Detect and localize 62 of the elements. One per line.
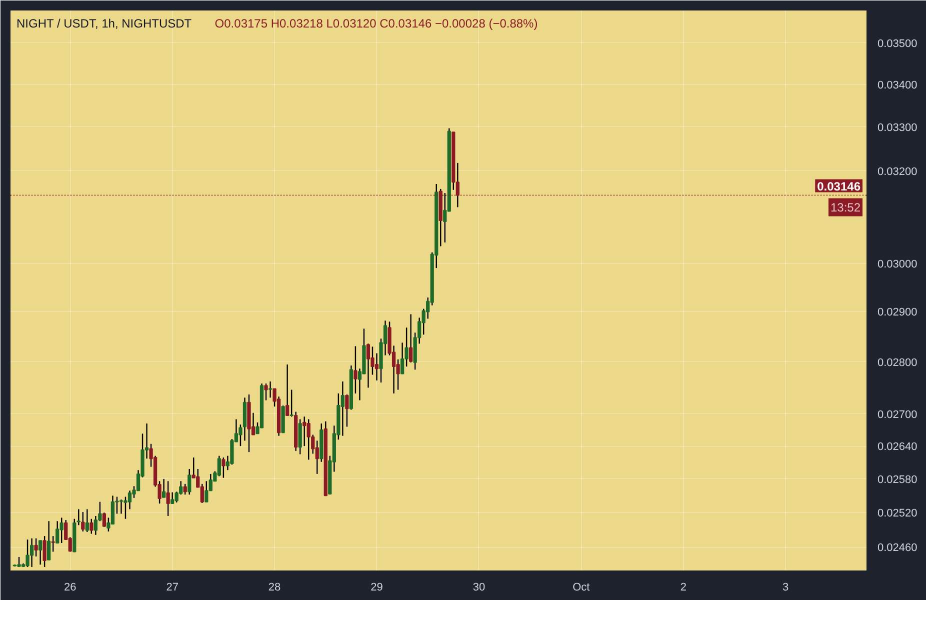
y-tick-label: 0.02700 [878,408,918,421]
candlestick [374,352,379,382]
candlestick [290,389,294,418]
candlestick [264,382,268,401]
x-tick-label: Oct [572,582,590,594]
candlestick [188,468,192,496]
candlestick [38,540,42,566]
candlestick [400,342,404,374]
candlestick [285,364,290,416]
candlestick [47,520,51,561]
candlestick [315,440,319,475]
candlestick [306,418,310,460]
candlestick [60,517,64,544]
x-tick-label: 2 [680,582,686,594]
x-tick-label: 27 [166,582,178,594]
candlestick [34,538,38,557]
x-tick-label: 28 [268,582,281,594]
candlestick [162,478,166,498]
candlestick [298,418,302,455]
candlestick [302,416,306,447]
candlestick [183,483,187,496]
candlestick [409,314,413,364]
candlestick [340,380,344,436]
y-tick-label: 0.02900 [878,306,918,319]
y-tick-label: 0.03000 [878,258,918,270]
x-tick-label: 30 [472,582,486,594]
candlestick [76,508,80,526]
y-tick-label: 0.03400 [878,79,918,92]
candlestick [124,496,128,520]
candlestick [128,490,132,510]
candlestick [90,518,94,534]
candlestick [51,535,55,552]
text: O0.03175 H0.03218 L0.03120 C0.03146 −0.00028 (−0.88%) [214,16,538,30]
candlestick [268,380,272,398]
candlestick [110,495,115,525]
y-tick-label: 0.03200 [878,166,918,178]
candlestick [81,511,85,532]
candlestick [26,538,30,568]
y-tick-label: 0.02580 [878,474,918,486]
candlestick [222,456,226,478]
y-tick-label: 0.02800 [878,356,918,369]
candlestick [56,520,60,544]
y-tick-label: 0.02460 [878,542,918,554]
x-tick-label: 29 [370,582,383,594]
candlestick [170,492,174,504]
y-tick-label: 0.02520 [878,508,918,520]
annotation: 13:52 [830,200,861,214]
ref-line-label: 0.03146 [817,179,861,194]
y-tick-label: 0.02640 [878,441,918,454]
candlestick [166,480,170,517]
x-tick-label: 26 [64,582,76,594]
candlestick [102,512,106,528]
candlestick [366,343,370,388]
candlestick [119,499,124,514]
candlestick [17,556,21,568]
text: NIGHT / USDT, 1h, NIGHTUSDT [16,16,192,30]
candlestick [204,480,208,502]
y-tick-label: 0.03300 [878,122,918,134]
candlestick [30,538,34,568]
candlestick [85,508,89,533]
y-tick-label: 0.03500 [878,38,918,50]
x-tick-label: 3 [782,582,789,594]
